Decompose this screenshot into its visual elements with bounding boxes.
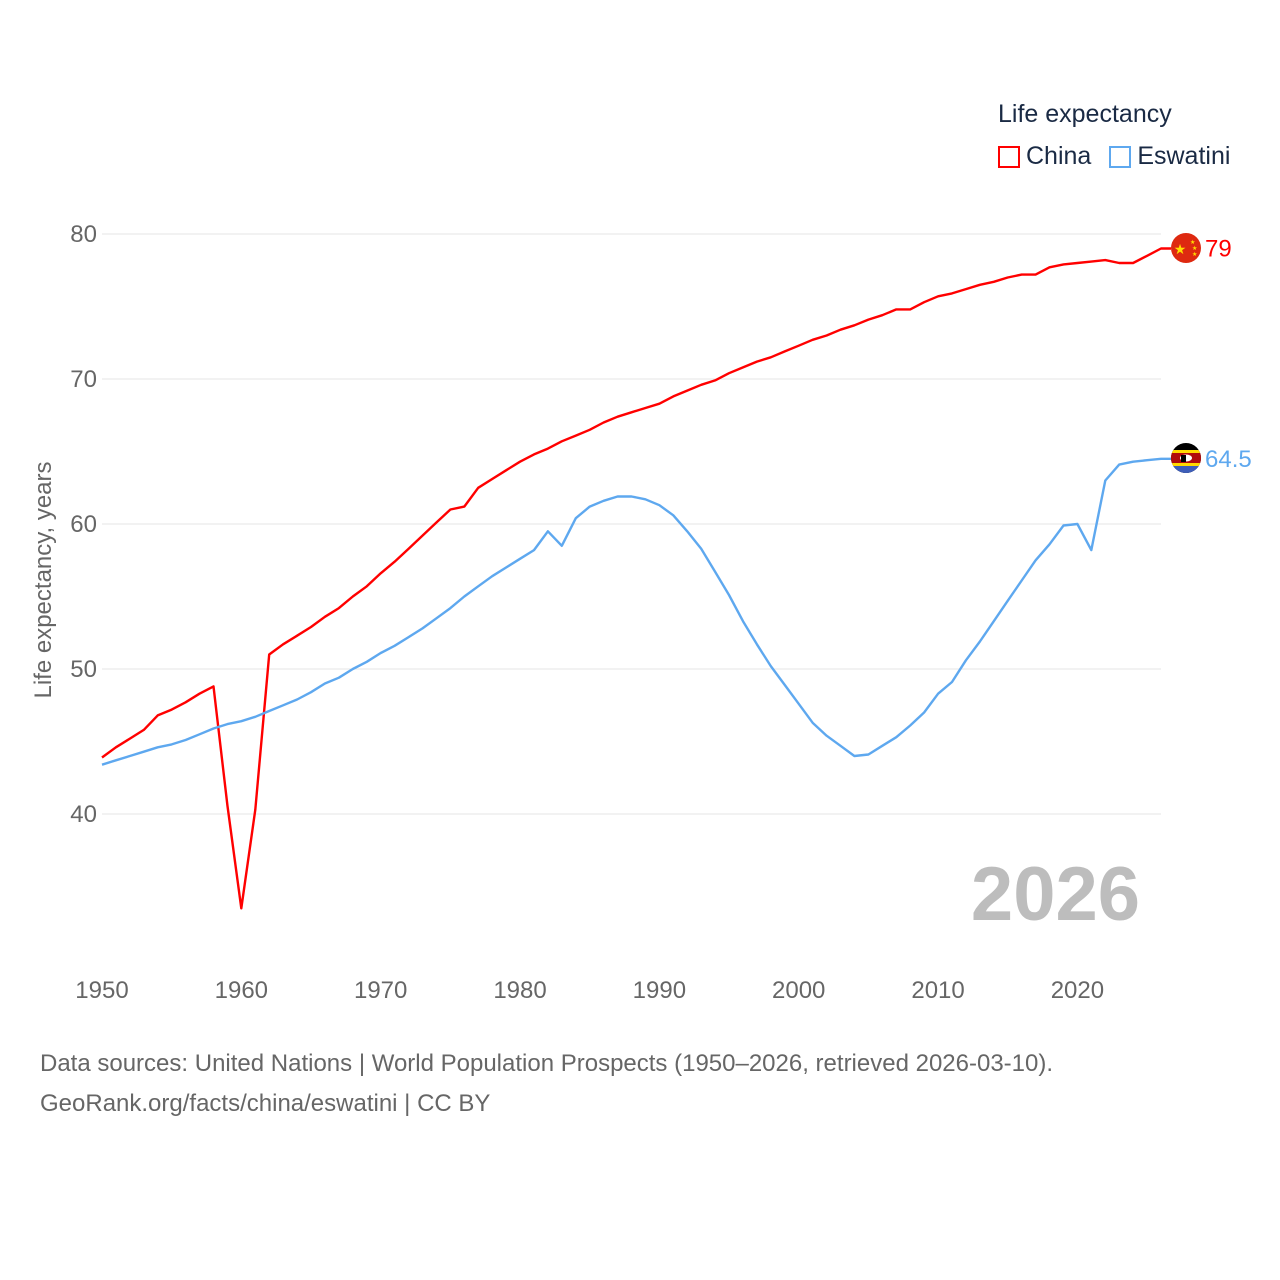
x-axis-ticks: 1950 1960 1970 1980 1990 2000 2010 2020 bbox=[75, 977, 1104, 1004]
source-line: Data sources: United Nations | World Pop… bbox=[40, 1050, 1054, 1077]
svg-text:★: ★ bbox=[1192, 245, 1197, 252]
legend-item-eswatini[interactable]: Eswatini bbox=[1109, 142, 1230, 171]
series-lines bbox=[101, 247, 1171, 910]
legend-item-china[interactable]: China bbox=[998, 142, 1091, 171]
x-tick-label: 1950 bbox=[75, 977, 128, 1004]
legend-label-eswatini: Eswatini bbox=[1137, 142, 1231, 170]
series-line-china bbox=[101, 247, 1171, 910]
y-tick-label: 40 bbox=[70, 801, 97, 828]
x-tick-label: 2020 bbox=[1051, 977, 1104, 1004]
china-flag-icon: ★ ★ ★ ★ bbox=[1171, 233, 1201, 263]
legend-title: Life expectancy bbox=[998, 100, 1172, 128]
end-label-china: 79 bbox=[1205, 236, 1232, 263]
china-swatch bbox=[998, 145, 1020, 168]
legend: China Eswatini bbox=[998, 142, 1230, 171]
x-tick-label: 1970 bbox=[354, 977, 407, 1004]
y-tick-label: 60 bbox=[70, 511, 97, 538]
y-tick-label: 50 bbox=[70, 656, 97, 683]
y-tick-label: 80 bbox=[70, 221, 97, 248]
series-line-eswatini bbox=[101, 457, 1171, 766]
svg-text:★: ★ bbox=[1192, 251, 1197, 258]
x-tick-label: 1960 bbox=[215, 977, 268, 1004]
svg-text:★: ★ bbox=[1174, 241, 1187, 257]
x-tick-label: 2000 bbox=[772, 977, 825, 1004]
source-note: Data sources: United Nations | World Pop… bbox=[40, 1044, 1053, 1124]
x-tick-label: 1990 bbox=[633, 977, 686, 1004]
source-link[interactable]: GeoRank.org/facts/china/eswatini | CC BY bbox=[40, 1090, 491, 1117]
year-watermark: 2026 bbox=[971, 852, 1140, 937]
svg-text:★: ★ bbox=[1190, 239, 1195, 246]
eswatini-flag-icon bbox=[1171, 443, 1201, 473]
end-label-eswatini: 64.5 bbox=[1205, 446, 1252, 473]
end-labels: 79 64.5 bbox=[1205, 236, 1252, 473]
y-axis-ticks: 40 50 60 70 80 bbox=[70, 221, 97, 828]
y-axis-label: Life expectancy, years bbox=[30, 461, 57, 698]
y-tick-label: 70 bbox=[70, 366, 97, 393]
x-tick-label: 2010 bbox=[911, 977, 964, 1004]
gridlines bbox=[102, 233, 1161, 815]
eswatini-swatch bbox=[1109, 145, 1132, 168]
x-tick-label: 1980 bbox=[493, 977, 546, 1004]
legend-label-china: China bbox=[1026, 142, 1092, 170]
